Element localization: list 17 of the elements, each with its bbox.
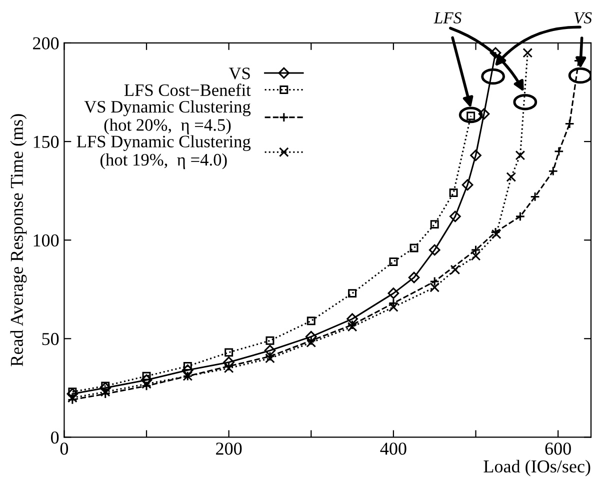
legend-label: LFS Dynamic Clustering (hot 19%, η =4.0) — [76, 135, 251, 170]
y-tick-label: 150 — [34, 136, 59, 148]
legend-label: VS Dynamic Clustering (hot 20%, η =4.5) — [84, 100, 251, 134]
y-axis-title: Read Average Response Time (ms) — [10, 114, 27, 366]
y-tick-label: 50 — [42, 332, 59, 346]
annotation: LFS — [434, 12, 462, 24]
x-tick-label: 200 — [216, 442, 242, 455]
x-tick-label: 0 — [60, 442, 68, 455]
x-axis-title: Load (IOs/sec) — [484, 460, 590, 476]
annotation: VS — [574, 12, 592, 24]
x-tick-label: 400 — [380, 442, 406, 455]
y-tick-label: 100 — [34, 234, 59, 247]
x-tick-label: 600 — [545, 442, 571, 455]
legend-label: VS — [228, 68, 250, 80]
y-tick-label: 200 — [33, 37, 59, 50]
legend-label: LFS Cost−Benefit — [124, 84, 251, 96]
y-tick-label: 0 — [51, 431, 59, 444]
